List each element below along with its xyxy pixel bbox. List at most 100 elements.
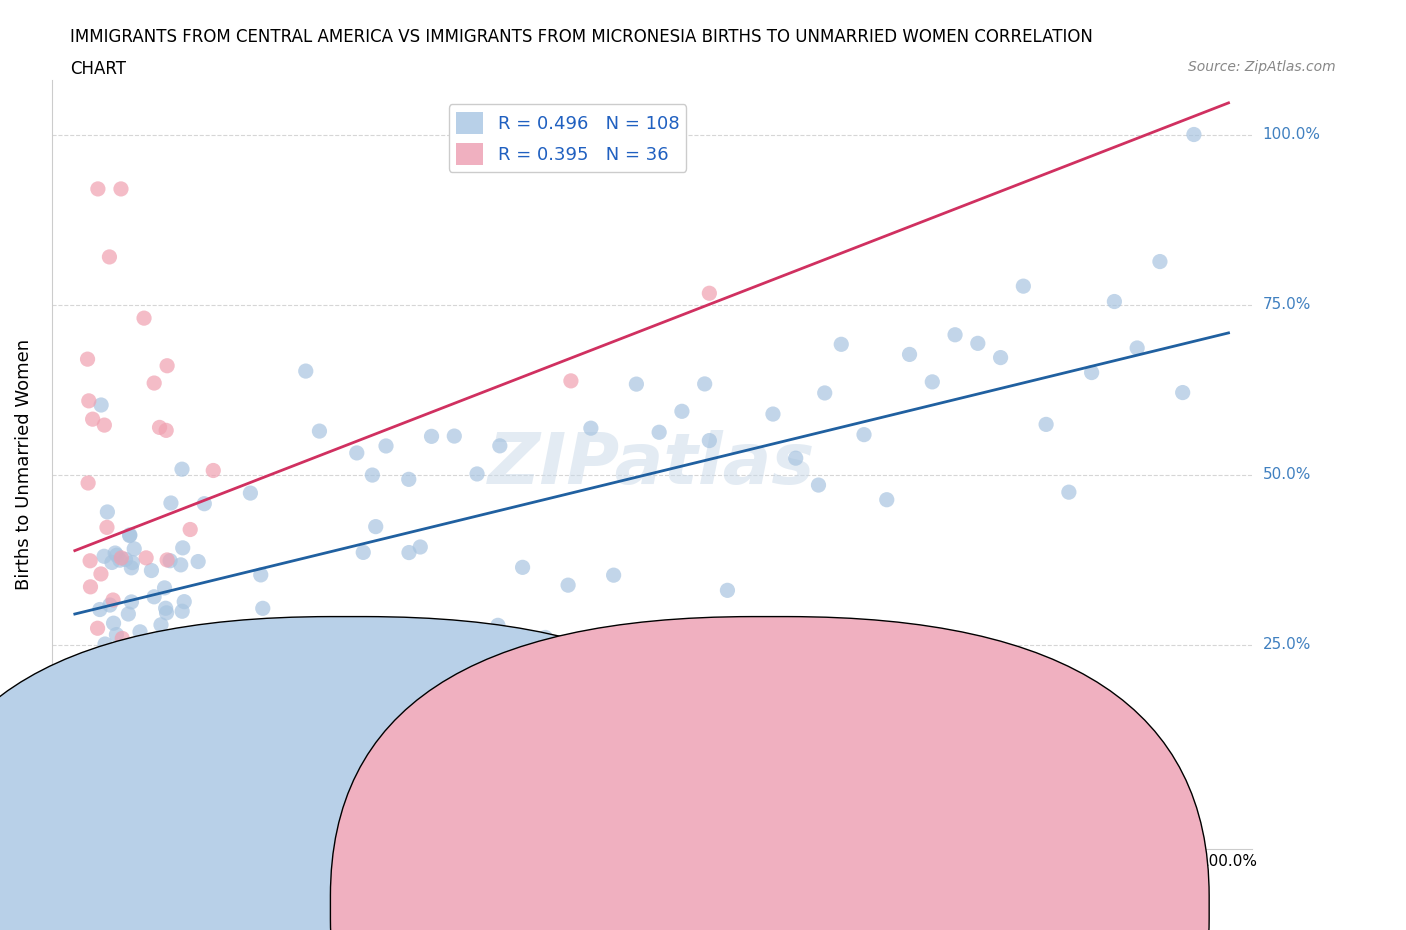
Immigrants from Central America (101, 555, 124, 570)
Immigrants from Micronesia (79, 579, 101, 594)
Immigrants from Central America (98, 598, 121, 613)
Immigrants from Central America (236, 648, 259, 663)
Immigrants from Central America (409, 539, 432, 554)
Immigrants from Central America (208, 668, 231, 683)
Immigrants from Central America (443, 429, 465, 444)
Immigrants from Central America (108, 552, 131, 567)
Immigrants from Central America (117, 606, 139, 621)
Immigrants from Central America (103, 710, 125, 724)
Immigrants from Central America (943, 327, 966, 342)
Immigrants from Central America (114, 551, 136, 566)
Immigrants from Central America (929, 671, 952, 686)
Immigrants from Micronesia (156, 552, 179, 567)
Immigrants from Central America (115, 681, 138, 696)
Immigrants from Central America (155, 605, 177, 620)
Immigrants from Micronesia (247, 683, 270, 698)
Immigrants from Central America (155, 601, 177, 616)
Immigrants from Central America (716, 583, 738, 598)
Immigrants from Central America (579, 420, 602, 435)
Immigrants from Central America (1012, 279, 1035, 294)
Immigrants from Central America (557, 578, 579, 592)
Immigrants from Central America (128, 658, 150, 673)
Text: 75.0%: 75.0% (1263, 297, 1310, 312)
Immigrants from Central America (89, 602, 111, 617)
Immigrants from Central America (398, 545, 420, 560)
Immigrants from Central America (105, 548, 128, 563)
Y-axis label: Births to Unmarried Women: Births to Unmarried Women (15, 339, 32, 590)
Immigrants from Central America (876, 492, 898, 507)
Text: 100.0%: 100.0% (1263, 127, 1320, 142)
Immigrants from Central America (132, 651, 155, 666)
Immigrants from Micronesia (79, 553, 101, 568)
Immigrants from Central America (411, 621, 433, 636)
Immigrants from Central America (486, 618, 509, 632)
Text: IMMIGRANTS FROM CENTRAL AMERICA VS IMMIGRANTS FROM MICRONESIA BIRTHS TO UNMARRIE: IMMIGRANTS FROM CENTRAL AMERICA VS IMMIG… (70, 28, 1094, 46)
Immigrants from Central America (398, 472, 420, 486)
Immigrants from Central America (648, 425, 671, 440)
Immigrants from Micronesia (120, 658, 142, 673)
Immigrants from Central America (96, 504, 118, 519)
Immigrants from Micronesia (76, 702, 98, 717)
Text: Immigrants from Central America: Immigrants from Central America (353, 894, 631, 911)
Immigrants from Central America (853, 427, 876, 442)
Immigrants from Central America (174, 630, 197, 644)
Immigrants from Micronesia (156, 739, 179, 754)
Immigrants from Central America (693, 377, 716, 392)
Immigrants from Central America (173, 594, 195, 609)
Immigrants from Central America (898, 347, 921, 362)
Immigrants from Micronesia (122, 659, 145, 674)
Immigrants from Micronesia (148, 420, 170, 435)
Immigrants from Central America (121, 555, 143, 570)
Immigrants from Central America (93, 549, 115, 564)
Immigrants from Micronesia (155, 423, 177, 438)
Immigrants from Micronesia (179, 522, 201, 537)
Immigrants from Central America (187, 554, 209, 569)
Immigrants from Micronesia (93, 418, 115, 432)
Text: 50.0%: 50.0% (1263, 467, 1310, 482)
Immigrants from Central America (1126, 340, 1149, 355)
Immigrants from Micronesia (560, 374, 582, 389)
Immigrants from Micronesia (77, 393, 100, 408)
Immigrants from Central America (229, 652, 252, 667)
Immigrants from Micronesia (135, 551, 157, 565)
Immigrants from Central America (153, 580, 176, 595)
Immigrants from Central America (91, 732, 114, 747)
Immigrants from Micronesia (560, 671, 582, 686)
Immigrants from Central America (172, 604, 194, 618)
Immigrants from Central America (105, 627, 128, 642)
Immigrants from Central America (346, 445, 368, 460)
Immigrants from Central America (420, 429, 443, 444)
Immigrants from Central America (225, 667, 247, 682)
Immigrants from Micronesia (110, 181, 132, 196)
Text: Source: ZipAtlas.com: Source: ZipAtlas.com (1188, 60, 1336, 74)
Immigrants from Central America (172, 540, 194, 555)
Immigrants from Central America (990, 350, 1012, 365)
Immigrants from Central America (294, 364, 316, 379)
Immigrants from Central America (352, 545, 374, 560)
Immigrants from Central America (120, 594, 142, 609)
Immigrants from Central America (465, 467, 488, 482)
Immigrants from Central America (139, 638, 162, 653)
Immigrants from Micronesia (699, 637, 721, 652)
Immigrants from Central America (170, 557, 193, 572)
Immigrants from Central America (512, 560, 534, 575)
Immigrants from Central America (1080, 365, 1102, 380)
Immigrants from Central America (100, 689, 122, 704)
Immigrants from Central America (159, 553, 181, 568)
Immigrants from Central America (160, 496, 183, 511)
Immigrants from Micronesia (111, 631, 134, 645)
Immigrants from Central America (308, 424, 330, 439)
Immigrants from Central America (141, 563, 163, 578)
Immigrants from Central America (1149, 254, 1171, 269)
Immigrants from Central America (488, 438, 510, 453)
Immigrants from Central America (249, 567, 271, 582)
Immigrants from Central America (966, 336, 988, 351)
Text: ZIPatlas: ZIPatlas (488, 430, 815, 498)
Immigrants from Micronesia (110, 667, 132, 682)
Immigrants from Micronesia (110, 551, 132, 565)
Immigrants from Central America (699, 433, 721, 448)
Immigrants from Micronesia (76, 352, 98, 366)
Immigrants from Micronesia (90, 566, 112, 581)
Immigrants from Micronesia (96, 520, 118, 535)
Immigrants from Central America (118, 528, 141, 543)
